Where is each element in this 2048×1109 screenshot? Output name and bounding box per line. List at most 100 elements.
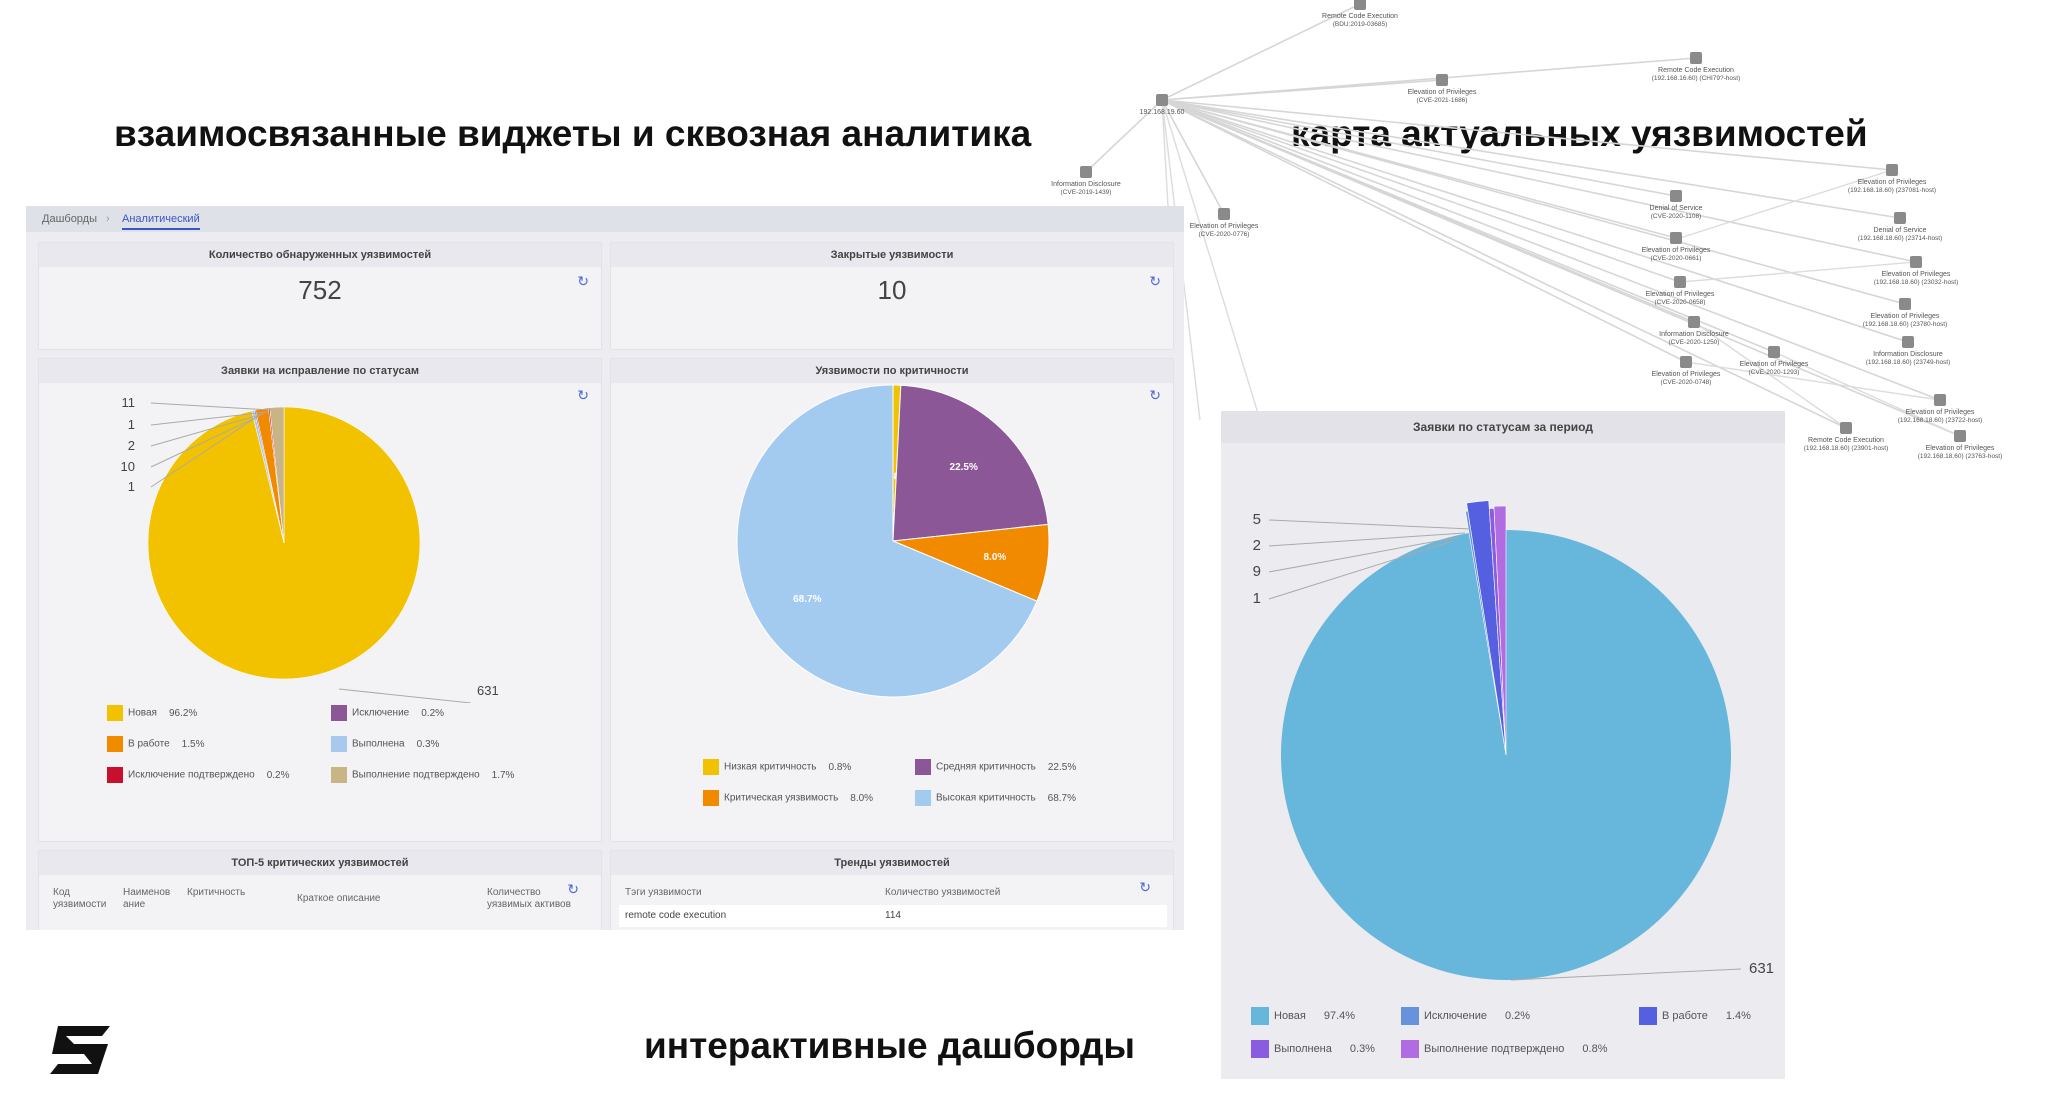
legend-label: Исключение [1424, 1009, 1487, 1022]
map-node[interactable]: Elevation of Privileges(CVE-2021-1686) [1408, 74, 1477, 104]
headline-widgets: взаимосвязанные виджеты и сквозная анали… [114, 113, 1032, 154]
map-node[interactable]: Elevation of Privileges(CVE-2020-0748) [1652, 356, 1721, 386]
legend-item[interactable]: Выполнение подтверждено 0.8% [1401, 1040, 1608, 1058]
node-sublabel: (192.168.18.60) (23722-host) [1898, 417, 1983, 424]
map-node[interactable]: Information Disclosure(CVE-2019-1439) [1051, 166, 1121, 196]
panel-vulnerabilities-by-severity: Уязвимости по критичности ↻ 0.8% 22.5% 8.0… [610, 358, 1174, 842]
headline-interactive-dashboards: интерактивные дашборды [644, 1025, 1136, 1066]
refresh-icon[interactable]: ↻ [567, 881, 579, 897]
node-sublabel: (192.168.18.60) (23749-host) [1866, 359, 1951, 366]
map-node[interactable]: Remote Code Execution(BDU:2019-03685) [1322, 0, 1398, 28]
callout-line [1268, 536, 1460, 573]
breadcrumb-dashboards[interactable]: Дашборды [42, 213, 97, 225]
callout-line [150, 415, 260, 468]
legend-item[interactable]: Средняя критичность 22.5% [915, 759, 1076, 775]
refresh-icon[interactable]: ↻ [1149, 273, 1161, 289]
legend-item[interactable]: Выполнение подтверждено 1.7% [331, 767, 514, 783]
map-edge [1161, 99, 1677, 197]
map-edge [1161, 99, 1687, 363]
callout-line [338, 688, 472, 703]
legend-item[interactable]: В работе 1.4% [1639, 1007, 1751, 1025]
kpi-detected-vulnerabilities: Количество обнаруженных уязвимостей 752 … [38, 242, 602, 350]
node-label: Information Disclosure [1659, 331, 1729, 338]
legend-item[interactable]: В работе 1.5% [107, 736, 204, 752]
map-node[interactable]: Elevation of Privileges(192.168.18.60) (… [1874, 256, 1959, 286]
callout-line [150, 411, 268, 426]
host-icon [1218, 208, 1230, 220]
map-node[interactable]: Information Disclosure(192.168.18.60) (2… [1866, 336, 1951, 366]
pie-slice[interactable] [1466, 500, 1507, 756]
map-node[interactable]: Elevation of Privileges(192.168.18.60) (… [1863, 298, 1948, 328]
pie-slice[interactable] [269, 406, 285, 544]
pie-slice[interactable] [251, 409, 285, 544]
map-node[interactable]: 192.168.19.60 [1140, 94, 1185, 116]
legend-item[interactable]: Выполнена 0.3% [1251, 1040, 1375, 1058]
refresh-icon[interactable]: ↻ [577, 387, 589, 403]
callout-line [1268, 540, 1454, 600]
map-edge [1161, 99, 1906, 305]
node-sublabel: (192.168.16.60) (CHI79?-host) [1652, 75, 1741, 82]
column-header[interactable]: Критичность [187, 887, 246, 898]
legend-item[interactable]: Критическая уязвимость 8.0% [703, 790, 873, 806]
refresh-icon[interactable]: ↻ [1149, 387, 1161, 403]
column-header[interactable]: Краткое описание [297, 893, 381, 904]
legend-swatch [703, 759, 719, 775]
column-header[interactable]: Наименов ание [123, 887, 171, 910]
legend-label: Новая [128, 707, 157, 719]
legend-item[interactable]: Исключение подтверждено 0.2% [107, 767, 289, 783]
refresh-icon[interactable]: ↻ [1139, 879, 1151, 895]
legend-item[interactable]: Исключение 0.2% [331, 705, 444, 721]
node-label: Denial of Service [1650, 205, 1703, 212]
map-edge [1773, 351, 1961, 437]
map-node[interactable]: Elevation of Privileges(192.168.18.60) (… [1848, 164, 1936, 194]
pie-slice[interactable] [736, 384, 1038, 698]
callout-line [1268, 532, 1466, 547]
legend-item[interactable]: Высокая критичность 68.7% [915, 790, 1076, 806]
node-label: 192.168.19.60 [1140, 109, 1185, 116]
refresh-icon[interactable]: ↻ [577, 273, 589, 289]
map-node[interactable]: Remote Code Execution(192.168.16.60) (CH… [1652, 52, 1741, 82]
legend-item[interactable]: Исключение 0.2% [1401, 1007, 1530, 1025]
node-label: Elevation of Privileges [1190, 223, 1259, 230]
severity-pie-chart[interactable]: 0.8%22.5%8.0%68.7% [611, 383, 1175, 733]
map-node[interactable]: Denial of Service(CVE-2020-1108) [1650, 190, 1703, 220]
breadcrumb-analytics[interactable]: Аналитический [122, 213, 200, 230]
legend-item[interactable]: Новая 96.2% [107, 705, 197, 721]
column-header[interactable]: Тэги уязвимости [625, 887, 702, 898]
legend-label: Критическая уязвимость [724, 792, 839, 804]
slice-label: 22.5% [950, 462, 978, 473]
brand-logo-icon [50, 1026, 110, 1074]
column-header[interactable]: Количество уязвимостей [885, 887, 1001, 898]
headline-vulnerability-map: карта актуальных уязвимостей [1291, 113, 1868, 154]
map-node[interactable]: Elevation of Privileges(CVE-2020-0661) [1642, 232, 1711, 262]
panel-title: Заявки по статусам за период [1221, 411, 1785, 443]
map-node[interactable]: Elevation of Privileges(CVE-2020-0776) [1190, 208, 1259, 238]
node-label: Elevation of Privileges [1642, 247, 1711, 254]
map-node[interactable]: Elevation of Privileges(192.168.18.60) (… [1918, 430, 2003, 460]
map-edge [1679, 169, 1893, 239]
legend-label: Выполнена [352, 738, 405, 750]
period-status-pie-chart[interactable]: 5 2 9 1 631 [1221, 443, 1785, 1003]
pie-slice[interactable] [892, 384, 1049, 542]
legend-item[interactable]: Низкая критичность 0.8% [703, 759, 851, 775]
map-node[interactable]: Denial of Service(192.168.18.60) (23714-… [1858, 212, 1943, 242]
column-header[interactable]: Количество уязвимых активов [487, 887, 571, 910]
map-node[interactable]: Elevation of Privileges(192.168.18.60) (… [1898, 394, 1983, 424]
map-node[interactable]: Elevation of Privileges(CVE-2020-0658) [1646, 276, 1715, 306]
table-row[interactable]: remote code execution 114 [619, 905, 1167, 927]
legend-swatch [331, 736, 347, 752]
legend-item[interactable]: Выполнена 0.3% [331, 736, 439, 752]
panel-title: Уязвимости по критичности [611, 359, 1173, 383]
legend-item[interactable]: Новая 97.4% [1251, 1007, 1356, 1025]
node-label: Remote Code Execution [1322, 13, 1398, 20]
map-node[interactable]: Elevation of Privileges(CVE-2020-1293) [1740, 346, 1809, 376]
map-node[interactable]: Information Disclosure(CVE-2020-1250) [1659, 316, 1729, 346]
legend-percent: 1.7% [491, 769, 515, 781]
map-node[interactable]: Remote Code Execution(192.168.18.60) (23… [1804, 422, 1889, 452]
pie-slice[interactable] [1493, 505, 1507, 756]
map-edge [1161, 99, 1901, 219]
column-header[interactable]: Код уязвимости [53, 887, 107, 910]
node-label: Elevation of Privileges [1740, 361, 1809, 368]
legend-percent: 97.4% [1323, 1009, 1356, 1022]
